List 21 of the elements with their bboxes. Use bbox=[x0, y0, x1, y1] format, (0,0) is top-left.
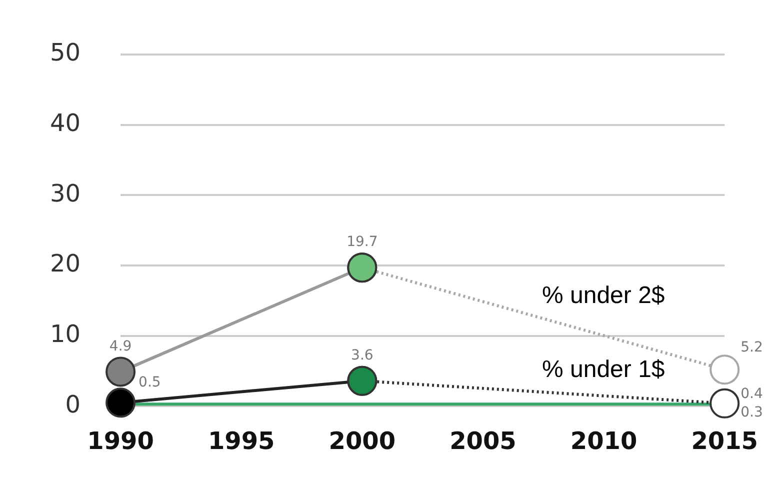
data-label: 0.3 bbox=[740, 404, 763, 421]
series-label: % under 1$ bbox=[542, 356, 665, 383]
y-tick-label: 30 bbox=[50, 179, 81, 208]
x-tick-label: 2005 bbox=[450, 426, 516, 455]
data-label: 0.4 bbox=[740, 386, 763, 402]
data-label: 3.6 bbox=[351, 348, 374, 364]
data-label: 19.7 bbox=[346, 234, 378, 250]
x-tick-label: 2000 bbox=[328, 426, 396, 455]
y-tick-label: 50 bbox=[50, 38, 81, 67]
y-tick-label: 20 bbox=[50, 250, 81, 278]
y-tick-label: 40 bbox=[50, 108, 81, 137]
series-label: % under 2$ bbox=[542, 282, 665, 310]
data-label: 0.5 bbox=[138, 374, 161, 390]
data-label: 5.2 bbox=[740, 339, 763, 356]
x-tick-label: 1995 bbox=[208, 426, 275, 455]
y-tick-label: 10 bbox=[50, 320, 81, 348]
x-tick-label: 1990 bbox=[87, 426, 154, 455]
x-tick-label: 2015 bbox=[691, 426, 758, 455]
data-label: 4.9 bbox=[109, 338, 132, 354]
x-tick-label: 2010 bbox=[570, 426, 638, 455]
y-tick-label: 0 bbox=[65, 390, 81, 418]
